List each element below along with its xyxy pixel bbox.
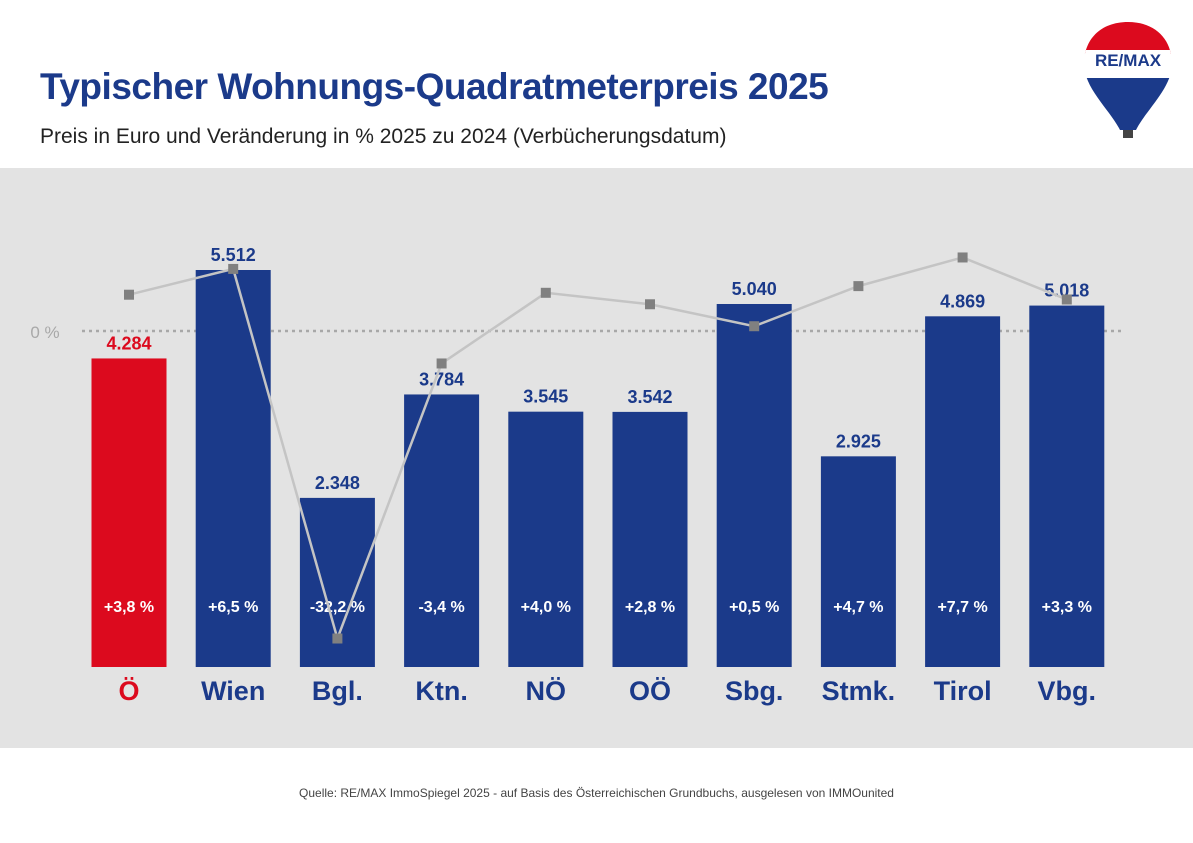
remax-balloon-logo: RE/MAX — [1080, 18, 1176, 147]
category-label: Ö — [118, 676, 139, 706]
bar-0 — [91, 358, 167, 667]
bar-value-label: 2.925 — [836, 431, 881, 451]
bar-value-label: 3.784 — [419, 369, 464, 389]
change-label: +3,8 % — [104, 599, 154, 616]
change-marker — [332, 633, 343, 644]
bar-6 — [716, 303, 792, 667]
category-label: NÖ — [526, 676, 567, 706]
change-marker — [749, 321, 760, 332]
bar-8 — [925, 316, 1001, 667]
change-marker — [228, 263, 239, 274]
category-label: Stmk. — [822, 676, 896, 706]
change-marker — [645, 299, 655, 310]
bar-5 — [612, 411, 688, 667]
change-label: +2,8 % — [625, 599, 675, 616]
category-label: Vbg. — [1038, 676, 1097, 706]
source-note: Quelle: RE/MAX ImmoSpiegel 2025 - auf Ba… — [299, 786, 894, 800]
change-marker — [957, 252, 968, 263]
bar-4 — [508, 411, 584, 667]
change-marker — [853, 281, 864, 292]
change-label: +4,7 % — [833, 599, 883, 616]
category-label: Bgl. — [312, 676, 363, 706]
category-label: OÖ — [629, 676, 671, 706]
bar-value-label: 5.512 — [211, 245, 256, 265]
bar-1 — [195, 270, 271, 667]
bar-value-label: 3.542 — [627, 387, 672, 407]
bar-value-label: 2.348 — [315, 473, 360, 493]
category-label: Tirol — [934, 676, 992, 706]
category-label: Wien — [201, 676, 265, 706]
bar-9 — [1029, 305, 1105, 667]
category-label: Ktn. — [415, 676, 467, 706]
bar-3 — [404, 394, 480, 667]
change-line — [128, 256, 1068, 643]
change-label: -3,4 % — [418, 599, 464, 616]
change-marker — [436, 358, 447, 369]
chart-title: Typischer Wohnungs-Quadratmeterpreis 202… — [40, 66, 829, 107]
change-marker — [540, 287, 551, 298]
change-label: +6,5 % — [208, 599, 258, 616]
chart-subtitle: Preis in Euro und Veränderung in % 2025 … — [40, 125, 727, 148]
change-marker — [124, 289, 134, 300]
change-label: -32,2 % — [310, 599, 365, 616]
change-marker — [1061, 294, 1072, 305]
bar-value-label: 4.284 — [106, 333, 151, 353]
zero-label: 0 % — [30, 323, 59, 342]
bar-value-label: 4.869 — [940, 291, 985, 311]
change-label: +4,0 % — [521, 599, 571, 616]
svg-text:RE/MAX: RE/MAX — [1095, 51, 1162, 70]
bar-7 — [820, 456, 896, 667]
change-label: +3,3 % — [1042, 599, 1092, 616]
change-label: +0,5 % — [729, 599, 779, 616]
bar-value-label: 5.040 — [732, 279, 777, 299]
change-label: +7,7 % — [937, 599, 987, 616]
category-label: Sbg. — [725, 676, 784, 706]
bar-value-label: 3.545 — [523, 387, 568, 407]
